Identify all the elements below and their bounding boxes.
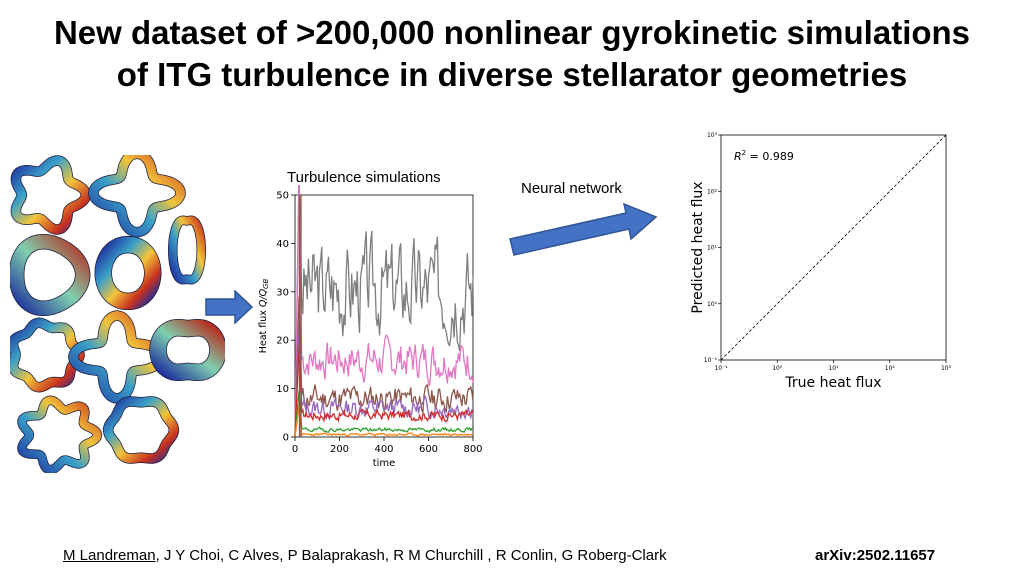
y-tick-label: 10² [707, 188, 718, 195]
y-tick-label: 50 [276, 191, 289, 202]
arxiv-id[interactable]: arXiv:2502.11657 [815, 547, 936, 564]
series-line-red [294, 347, 474, 438]
stellarator-shape-outline [88, 155, 186, 238]
stellarator-shape [88, 155, 186, 237]
stellarator-shape [95, 236, 161, 310]
series-line-orange [294, 405, 474, 438]
y-tick-label: 30 [276, 287, 289, 298]
y-tick-label: 10⁻¹ [704, 357, 718, 364]
x-tick-label: 10¹ [828, 365, 839, 372]
x-tick-label: 600 [419, 444, 438, 455]
stellarator-shape [10, 234, 90, 316]
stellarator-shape [68, 311, 166, 403]
stellarator-shape [11, 155, 91, 235]
y-tick-label: 10⁰ [707, 301, 718, 308]
x-tick-label: 800 [463, 444, 482, 455]
y-tick-label: 10¹ [707, 245, 718, 252]
stellarator-shape [103, 397, 179, 463]
arrow-right-icon [205, 290, 253, 324]
series-line-gray [294, 185, 474, 438]
x-tick-label: 10² [885, 365, 896, 372]
series-line-green [294, 390, 474, 438]
stellarator-shape [149, 319, 225, 381]
series-line-purple [294, 325, 474, 438]
stellarator-shape [168, 216, 206, 284]
stellarator-shapes [10, 155, 225, 473]
series-line-brown [294, 296, 474, 438]
title-line-2: of ITG turbulence in diverse stellarator… [116, 56, 908, 93]
x-tick-label: 200 [330, 444, 349, 455]
y-tick-label: 10 [276, 384, 289, 395]
stellarator-shape-outline [68, 310, 166, 404]
series-line-pink [294, 185, 474, 438]
x-tick-label: 10⁻¹ [714, 365, 728, 372]
stellarator-shape [17, 396, 102, 473]
y-axis-label: Heat flux Q/QGB [258, 279, 270, 354]
x-tick-label: 400 [374, 444, 393, 455]
y-tick-label: 0 [283, 433, 289, 444]
author-list: M Landreman, J Y Choi, C Alves, P Balapr… [63, 547, 667, 564]
arrow-up-right-icon [509, 203, 658, 256]
arrow-shape [205, 290, 253, 324]
arrow-shape [509, 203, 658, 256]
stellarator-shape [10, 318, 85, 392]
r-squared-annotation: R2 = 0.989 [734, 149, 794, 163]
y-tick-label: 10³ [707, 132, 718, 139]
initial-spike [298, 195, 302, 437]
neural-network-label: Neural network [521, 180, 622, 197]
x-tick-label: 10⁰ [772, 365, 783, 372]
title-line-1: New dataset of >200,000 nonlinear gyroki… [53, 14, 971, 51]
slide-title: New dataset of >200,000 nonlinear gyroki… [0, 12, 1024, 96]
y-tick-label: 20 [276, 336, 289, 347]
x-tick-label: 0 [292, 444, 298, 455]
coauthors: , J Y Choi, C Alves, P Balaprakash, R M … [155, 547, 667, 564]
y-axis-label: Predicted heat flux [690, 181, 706, 313]
x-tick-label: 10³ [941, 365, 952, 372]
stellarator-geometries-image [10, 155, 225, 473]
x-axis-label: time [373, 458, 396, 469]
x-axis-label: True heat flux [784, 375, 881, 391]
y-tick-label: 40 [276, 239, 289, 250]
turbulence-simulations-label: Turbulence simulations [287, 169, 441, 186]
parity-chart: 10⁻¹ 10⁰ 10¹ 10² 10³ 10⁻¹ 10⁰ 10¹ 10² 10³ R2 = 0.9… [690, 132, 952, 391]
lead-author-link[interactable]: M Landreman [63, 547, 156, 564]
turbulence-chart: 0 200 400 600 800 0 10 20 30 40 50 time Heat flux Q/… [258, 185, 483, 469]
reference-line [720, 134, 947, 361]
